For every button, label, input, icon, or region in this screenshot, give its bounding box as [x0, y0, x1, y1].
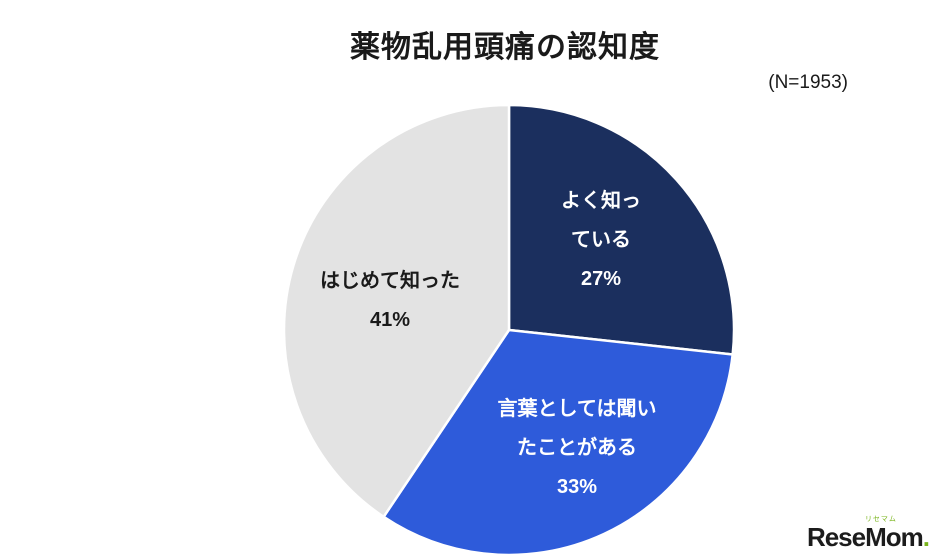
pie-svg [282, 103, 736, 557]
pie-slice-2 [382, 328, 734, 557]
resemom-logo-text: ReseMom [806, 522, 924, 552]
sample-size-label: (N=1953) [768, 72, 848, 93]
resemom-logo: リセマム ReseMom. [807, 516, 930, 550]
pie-slice-3 [282, 103, 511, 519]
chart-title: 薬物乱用頭痛の認知度 [350, 31, 660, 64]
resemom-logo-dot: . [922, 522, 930, 552]
pie-chart: よく知っ ている 27% 言葉としては聞い たことがある 33% はじめて知った… [281, 102, 737, 558]
resemom-logo-ruby: リセマム [864, 516, 897, 523]
pie-slice-1 [507, 103, 736, 356]
